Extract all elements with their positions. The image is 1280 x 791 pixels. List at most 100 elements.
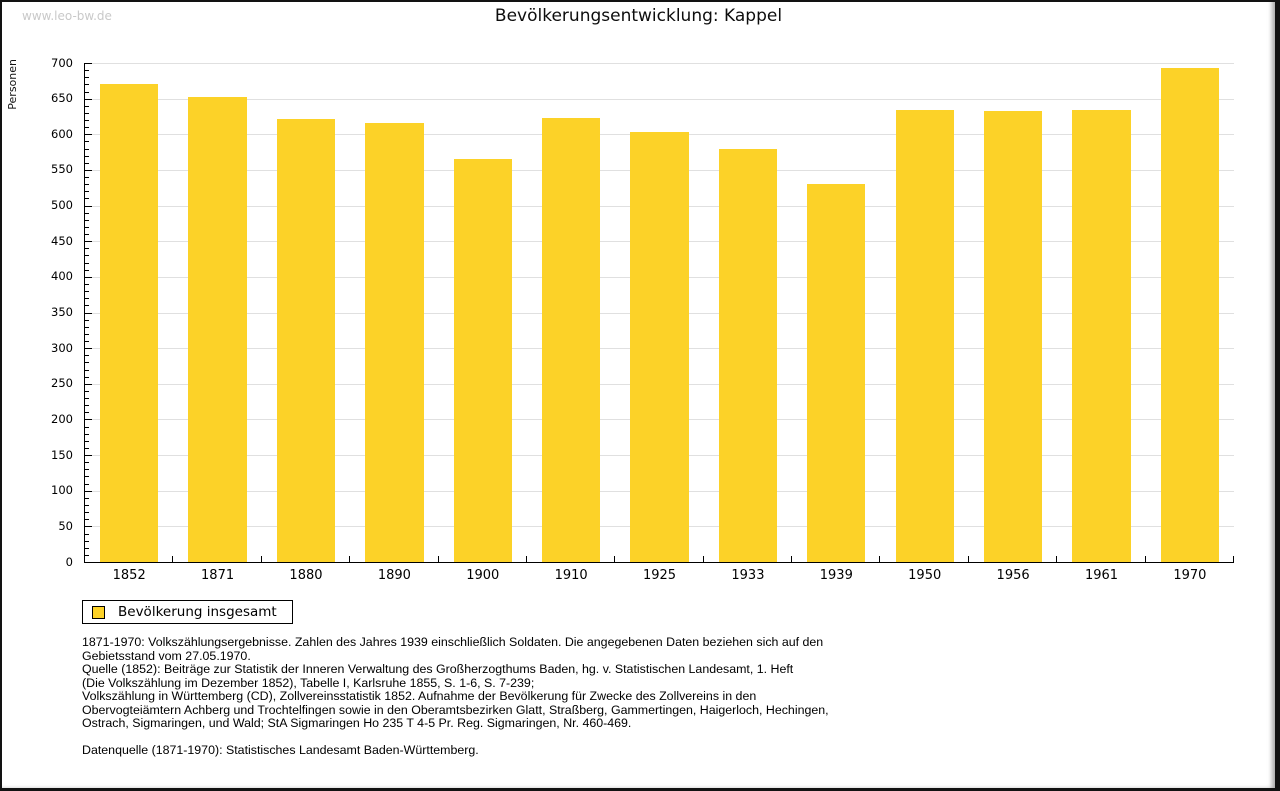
bar-slot-1925 (615, 63, 703, 562)
y-axis-tick-label: 350 (51, 304, 73, 319)
bar-series (85, 63, 1234, 562)
y-axis-tick (85, 284, 89, 285)
y-axis-tick-label: 600 (51, 126, 73, 141)
y-axis-tick (85, 533, 89, 535)
x-axis-tick (1233, 556, 1234, 562)
y-axis-tick (85, 319, 89, 321)
footnote-line: (Die Volkszählung im Dezember 1852), Tab… (82, 675, 535, 690)
x-axis-label-1880: 1880 (289, 568, 323, 583)
y-axis-tick (85, 455, 92, 457)
bar-slot-1890 (350, 63, 438, 562)
x-axis-label-1890: 1890 (377, 568, 411, 583)
y-axis-tick (85, 262, 89, 264)
y-axis-tick (85, 405, 89, 407)
x-axis-tick (1144, 556, 1146, 562)
y-axis-tick (85, 112, 89, 114)
y-axis-tick (85, 562, 92, 563)
x-axis-tick (260, 556, 262, 562)
y-axis-tick (85, 198, 89, 200)
bar-1890 (365, 122, 424, 562)
y-axis-tick-label: 0 (65, 554, 73, 569)
y-axis-tick (85, 169, 92, 171)
y-axis-tick (85, 383, 92, 385)
chart-title: Bevölkerungsentwicklung: Kappel (494, 6, 783, 26)
x-axis-label-1961: 1961 (1084, 568, 1119, 583)
footnote-line: Ostrach, Sigmaringen, und Wald; StA Sigm… (82, 716, 632, 730)
y-axis-tick (85, 120, 89, 122)
x-axis-tick (349, 556, 351, 562)
y-axis-tick (85, 184, 89, 186)
x-axis-tick (437, 556, 439, 562)
y-axis-tick (85, 63, 92, 64)
bar-1852 (100, 84, 159, 562)
y-axis-tick-label: 200 (51, 411, 73, 426)
y-axis-tick-label: 300 (51, 340, 73, 355)
bar-1871 (188, 96, 247, 562)
y-axis-tick (85, 504, 89, 506)
y-axis-tick (85, 205, 92, 207)
y-axis-tick (85, 440, 89, 442)
bar-1939 (807, 184, 866, 562)
footnote-line: 1871-1970: Volkszählungsergebnisse. Zahl… (82, 635, 824, 649)
footnote-line (82, 731, 942, 745)
y-axis-tick (85, 390, 89, 392)
footnote-line: Datenquelle (1871-1970): Statistisches L… (82, 743, 479, 757)
gridline-700 (85, 63, 1234, 64)
x-axis-tick (1056, 556, 1058, 562)
y-axis-tick-label: 250 (51, 376, 73, 391)
bar-slot-1970 (1146, 63, 1234, 562)
y-axis-tick (85, 70, 89, 72)
y-axis-tick-label: 450 (51, 233, 73, 248)
y-axis-tick (85, 162, 89, 164)
bar-1910 (541, 117, 601, 562)
x-axis-tick (525, 556, 527, 562)
bar-1950 (895, 110, 954, 562)
y-axis-tick (85, 241, 92, 243)
y-axis-tick (85, 269, 89, 271)
bar-1961 (1072, 110, 1131, 562)
y-axis-tick (85, 91, 89, 93)
y-axis-tick (85, 134, 92, 136)
x-axis-label-1933: 1933 (731, 568, 765, 583)
y-axis-tick (85, 234, 89, 236)
y-axis-tick-label: 400 (51, 269, 73, 284)
footnotes: 1871-1970: Volkszählungsergebnisse. Zahl… (82, 635, 942, 758)
y-axis-tick-labels: 0 50 100 150 200 250 300 350 400 450 500 550 600 650 7… (2, 57, 73, 567)
y-axis-tick (85, 155, 89, 157)
y-axis-tick-label: 100 (51, 482, 73, 497)
y-axis-tick-label: 500 (51, 197, 73, 212)
y-axis-tick (85, 148, 89, 150)
y-axis-tick (85, 291, 89, 293)
footnote-line: Obervogteiämtern Achberg und Trochtelfin… (82, 702, 829, 717)
y-axis-tick-label: 50 (58, 518, 73, 533)
footnote-line: Quelle (1852): Beiträge zur Statistik de… (82, 662, 794, 676)
bar-slot-1956 (969, 63, 1057, 562)
y-axis-tick (85, 462, 89, 464)
bar-1970 (1160, 68, 1220, 562)
y-axis-tick-label: 150 (51, 447, 73, 462)
bar-slot-1933 (704, 63, 792, 562)
y-axis-tick (85, 127, 89, 129)
y-axis-tick (85, 298, 89, 300)
y-axis-tick (85, 312, 92, 314)
y-axis-tick (85, 355, 89, 357)
legend: Bevölkerung insgesamt (82, 600, 293, 624)
bar-1956 (983, 110, 1043, 562)
x-axis-label-1956: 1956 (996, 568, 1030, 583)
y-axis-tick-label: 700 (51, 55, 73, 70)
y-axis-tick (85, 497, 89, 499)
y-axis-tick (85, 326, 89, 328)
y-axis-tick (85, 469, 89, 471)
y-axis-tick-label: 650 (51, 90, 73, 105)
y-axis-tick (85, 348, 92, 350)
y-axis-tick (85, 191, 89, 193)
x-axis-tick (791, 556, 793, 562)
y-axis-tick (85, 512, 89, 514)
bar-slot-1880 (262, 63, 350, 562)
plot-area (84, 63, 1234, 563)
y-axis-tick (85, 447, 89, 449)
x-axis-tick (879, 556, 881, 562)
y-axis-tick (85, 333, 89, 335)
bar-1925 (630, 132, 689, 562)
